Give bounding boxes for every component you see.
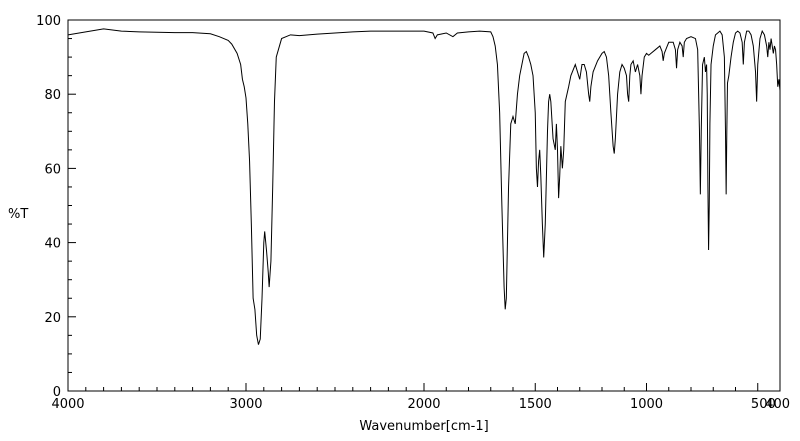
y-tick-label: 40 [44, 237, 61, 252]
x-tick-label: 1500 [519, 397, 552, 412]
x-tick-label: 4000 [51, 397, 84, 412]
x-axis-ticks [67, 383, 781, 391]
x-tick-label: 500 [751, 397, 776, 412]
y-tick-label: 80 [44, 88, 61, 103]
y-axis-tick-labels: 0 20 40 60 80 100 [36, 14, 61, 400]
y-tick-label: 20 [44, 311, 61, 326]
series-line [67, 28, 781, 345]
y-tick-label: 100 [36, 14, 61, 29]
y-axis-ticks [68, 19, 76, 392]
x-tick-label: 3000 [229, 397, 262, 412]
y-tick-label: 0 [53, 385, 61, 400]
y-tick-label: 60 [44, 162, 61, 177]
y-axis-title: %T [8, 207, 28, 222]
x-tick-label: 1000 [630, 397, 663, 412]
x-axis-title: Wavenumber[cm-1] [359, 419, 488, 434]
x-tick-label: 400 [765, 397, 790, 412]
x-tick-label: 2000 [407, 397, 440, 412]
plot-frame [67, 19, 781, 392]
